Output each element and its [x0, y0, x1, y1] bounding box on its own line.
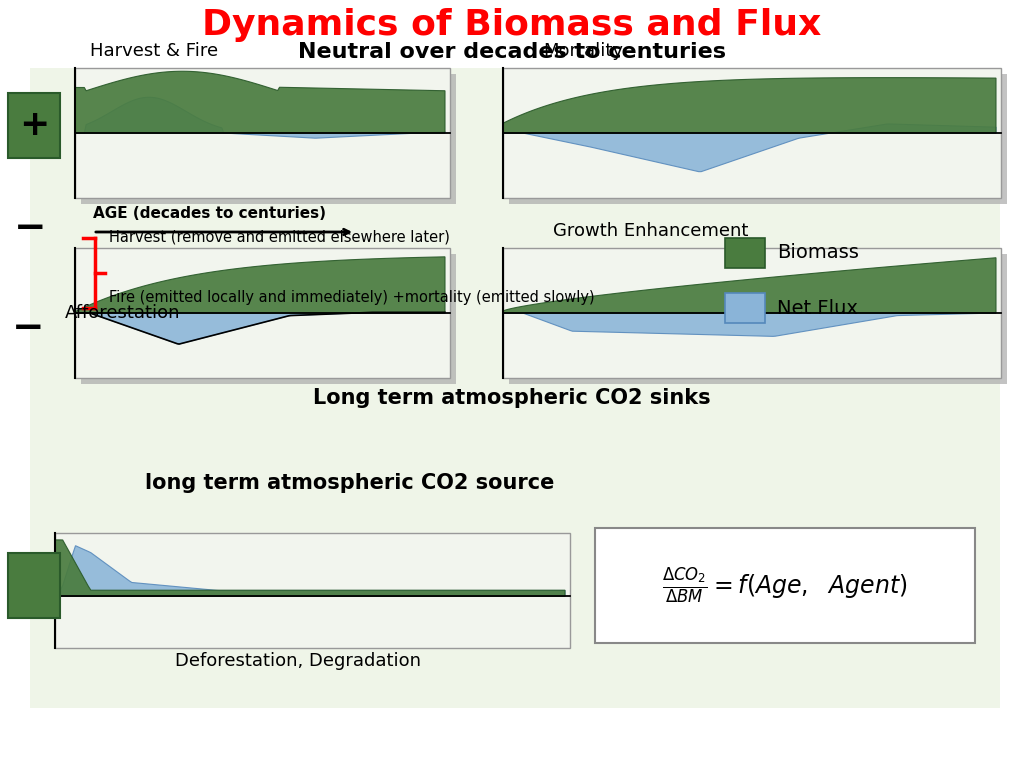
- Text: Mortality: Mortality: [543, 42, 623, 60]
- Bar: [81, 74, 456, 204]
- Bar: [509, 74, 1007, 204]
- Polygon shape: [503, 258, 996, 313]
- Text: AGE (decades to centuries): AGE (decades to centuries): [93, 206, 326, 221]
- Text: $\frac{\Delta CO_2}{\Delta BM} = f(Age,\ \ Agent)$: $\frac{\Delta CO_2}{\Delta BM} = f(Age,\…: [663, 566, 907, 606]
- Bar: [509, 254, 1007, 384]
- Text: Deforestation, Degradation: Deforestation, Degradation: [175, 652, 421, 670]
- Bar: [503, 248, 1001, 378]
- Text: Dynamics of Biomass and Flux: Dynamics of Biomass and Flux: [203, 8, 821, 42]
- Bar: [595, 528, 975, 643]
- Polygon shape: [503, 313, 996, 336]
- Text: −: −: [13, 209, 46, 247]
- Polygon shape: [75, 71, 445, 133]
- Text: long term atmospheric CO2 source: long term atmospheric CO2 source: [145, 473, 555, 493]
- Bar: [55, 533, 570, 648]
- Polygon shape: [503, 78, 996, 133]
- Bar: [8, 93, 60, 158]
- Bar: [81, 254, 456, 384]
- Bar: [30, 68, 1000, 708]
- Text: −: −: [11, 309, 44, 347]
- Polygon shape: [55, 540, 565, 596]
- Polygon shape: [75, 98, 445, 138]
- Bar: [75, 68, 450, 198]
- Text: Harvest & Fire: Harvest & Fire: [90, 42, 218, 60]
- Text: Long term atmospheric CO2 sinks: Long term atmospheric CO2 sinks: [313, 388, 711, 408]
- Polygon shape: [503, 124, 996, 172]
- Polygon shape: [55, 546, 565, 596]
- Bar: [503, 68, 1001, 198]
- Bar: [725, 293, 765, 323]
- Text: +: +: [18, 108, 49, 142]
- Bar: [725, 238, 765, 268]
- Polygon shape: [75, 257, 445, 313]
- Text: Afforestation: Afforestation: [65, 304, 180, 322]
- Text: Neutral over decades to centuries: Neutral over decades to centuries: [298, 42, 726, 62]
- Text: Net Flux: Net Flux: [777, 299, 858, 317]
- Bar: [75, 248, 450, 378]
- Text: Harvest (remove and emitted elsewhere later): Harvest (remove and emitted elsewhere la…: [109, 230, 450, 245]
- Text: Growth Enhancement: Growth Enhancement: [553, 222, 749, 240]
- Text: Biomass: Biomass: [777, 243, 859, 263]
- Polygon shape: [75, 313, 445, 344]
- Text: Fire (emitted locally and immediately) +mortality (emitted slowly): Fire (emitted locally and immediately) +…: [109, 290, 595, 305]
- Bar: [8, 553, 60, 618]
